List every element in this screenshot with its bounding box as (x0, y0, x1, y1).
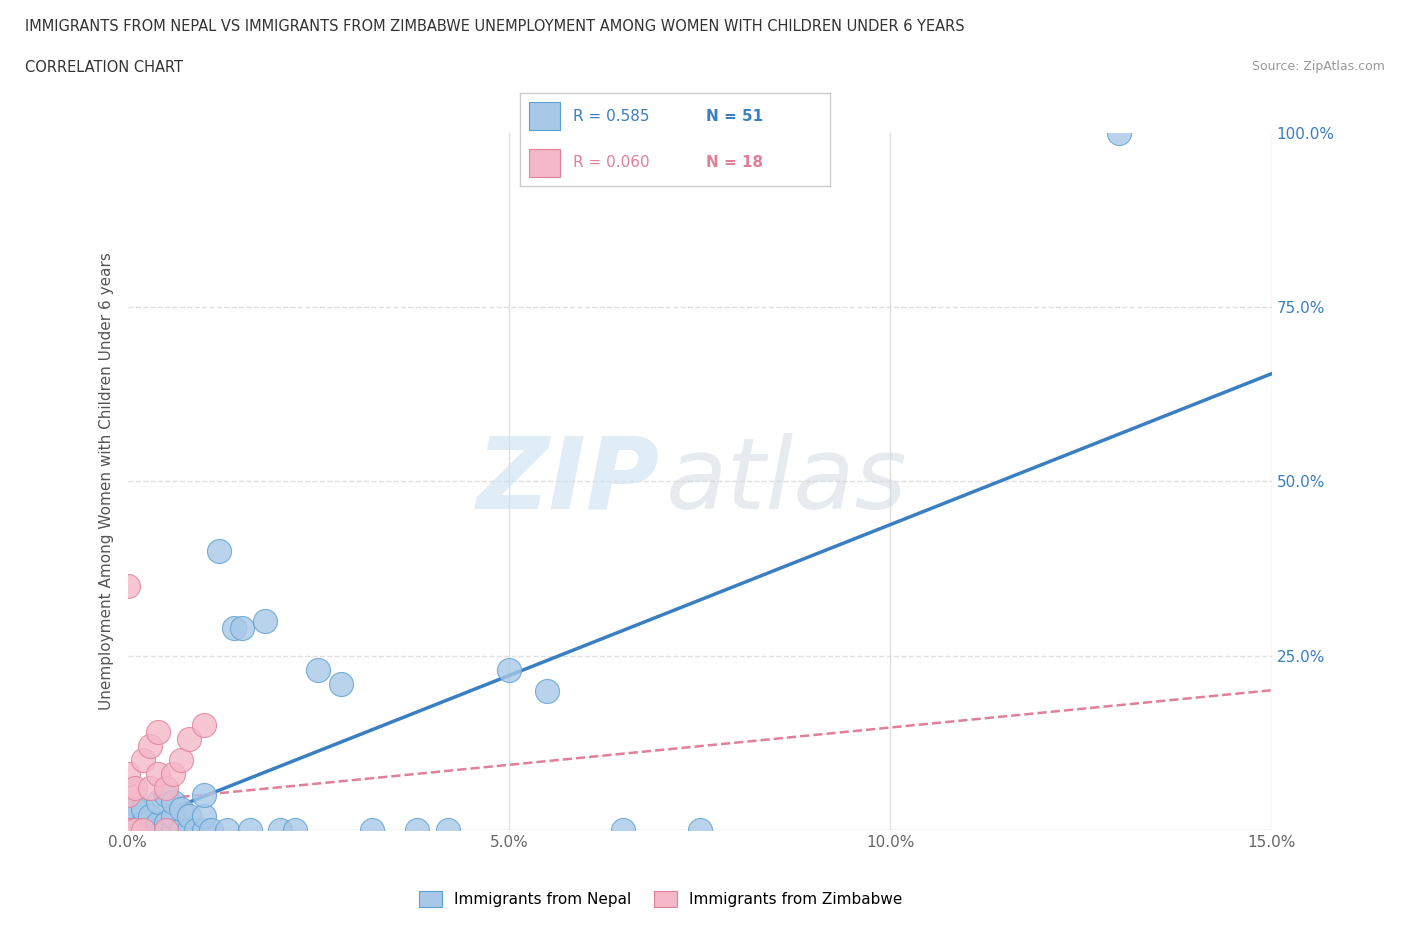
Point (330, 676, 353, 691)
Point (155, 781, 177, 796)
Point (117, 809, 139, 824)
Point (146, 816, 169, 830)
Point (1108, 126, 1130, 140)
Point (177, 809, 200, 824)
Point (200, 823, 222, 838)
Point (139, 809, 162, 824)
Point (170, 823, 193, 838)
Point (117, 823, 139, 838)
Text: ZIP: ZIP (477, 432, 659, 530)
Point (117, 578, 139, 593)
Point (612, 823, 634, 838)
Point (132, 802, 155, 817)
Point (193, 823, 215, 838)
Point (437, 823, 460, 838)
Point (208, 544, 231, 559)
Point (146, 823, 169, 838)
Point (162, 809, 184, 824)
Point (155, 823, 177, 838)
Text: Source: ZipAtlas.com: Source: ZipAtlas.com (1251, 60, 1385, 73)
Point (193, 788, 215, 803)
Y-axis label: Unemployment Among Women with Children Under 6 years: Unemployment Among Women with Children U… (100, 252, 114, 711)
Point (124, 809, 146, 824)
Point (307, 662, 329, 677)
Point (177, 823, 200, 838)
Point (162, 823, 184, 838)
Point (139, 781, 162, 796)
Point (117, 823, 139, 838)
Point (186, 823, 208, 838)
Point (132, 823, 155, 838)
Text: R = 0.585: R = 0.585 (572, 109, 650, 124)
Point (360, 823, 382, 838)
Point (155, 788, 177, 803)
Point (284, 823, 307, 838)
Point (224, 620, 246, 635)
Point (269, 823, 291, 838)
Point (536, 684, 558, 698)
Point (177, 732, 200, 747)
Point (146, 725, 169, 740)
Text: N = 51: N = 51 (706, 109, 763, 124)
Point (139, 739, 162, 754)
Point (193, 718, 215, 733)
Point (117, 767, 139, 782)
Text: CORRELATION CHART: CORRELATION CHART (25, 60, 183, 75)
Point (170, 802, 193, 817)
Point (124, 823, 146, 838)
Point (146, 795, 169, 810)
Point (162, 795, 184, 810)
Point (124, 823, 146, 838)
Point (124, 781, 146, 796)
Point (124, 823, 146, 838)
Legend: Immigrants from Nepal, Immigrants from Zimbabwe: Immigrants from Nepal, Immigrants from Z… (413, 884, 908, 913)
Point (132, 816, 155, 830)
Point (215, 823, 238, 838)
Text: N = 18: N = 18 (706, 155, 763, 170)
Text: R = 0.060: R = 0.060 (572, 155, 650, 170)
Point (117, 816, 139, 830)
Point (406, 823, 429, 838)
Text: IMMIGRANTS FROM NEPAL VS IMMIGRANTS FROM ZIMBABWE UNEMPLOYMENT AMONG WOMEN WITH : IMMIGRANTS FROM NEPAL VS IMMIGRANTS FROM… (25, 19, 965, 33)
Point (139, 823, 162, 838)
Point (162, 767, 184, 782)
Point (117, 788, 139, 803)
Point (239, 823, 262, 838)
Point (170, 753, 193, 768)
Point (146, 767, 169, 782)
Point (193, 809, 215, 824)
Point (231, 620, 253, 635)
Bar (530, 102, 561, 130)
Point (498, 662, 520, 677)
Point (117, 823, 139, 838)
Point (124, 802, 146, 817)
Point (117, 823, 139, 838)
Point (155, 823, 177, 838)
Text: atlas: atlas (665, 432, 907, 530)
Point (253, 614, 276, 629)
Point (155, 816, 177, 830)
Point (132, 753, 155, 768)
Point (139, 823, 162, 838)
Point (689, 823, 711, 838)
Bar (530, 149, 561, 177)
Point (132, 823, 155, 838)
